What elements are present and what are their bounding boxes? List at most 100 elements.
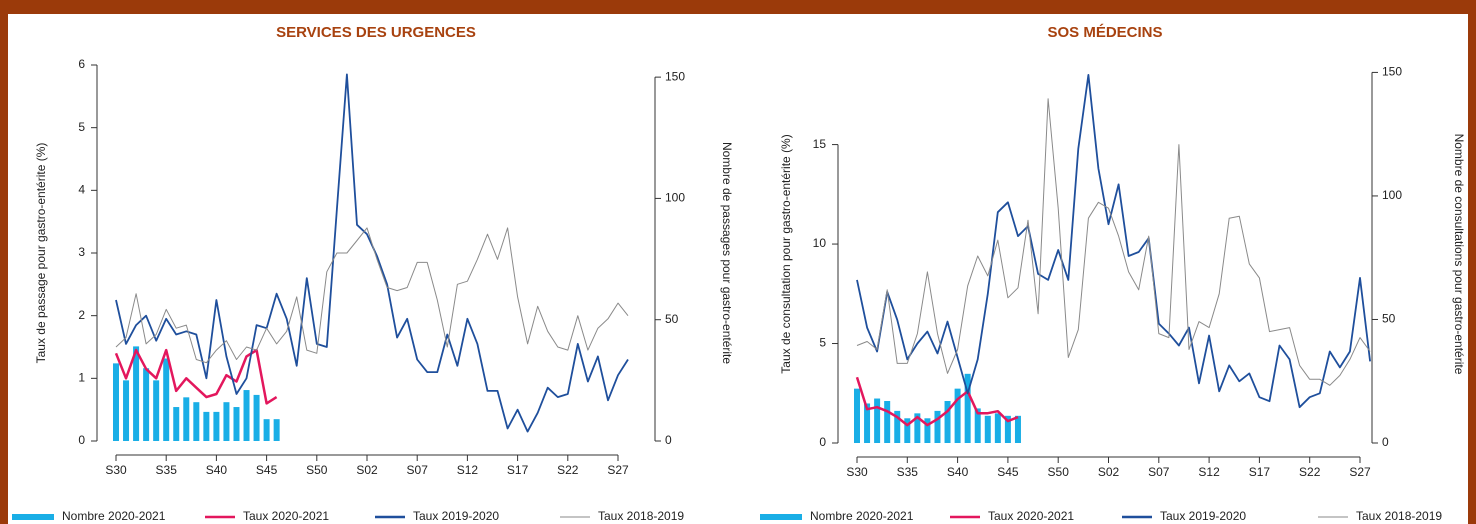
x-tick-label: S22 — [1299, 465, 1321, 479]
bar — [854, 388, 860, 443]
x-tick-label: S12 — [1198, 465, 1220, 479]
x-tick-label: S17 — [507, 463, 529, 477]
y-tick-label: 2 — [78, 308, 85, 322]
bar — [113, 363, 119, 441]
bar — [994, 413, 1001, 443]
bar — [183, 397, 190, 441]
frame-left — [0, 0, 8, 524]
bar — [203, 411, 210, 441]
panel-title: SOS MÉDECINS — [1047, 24, 1162, 41]
line-series — [115, 73, 629, 433]
y-tick-label: 1 — [78, 371, 85, 385]
legend-label: Taux 2019-2020 — [413, 509, 499, 523]
frame-right — [1468, 0, 1476, 524]
bar — [173, 407, 180, 441]
bar — [133, 346, 140, 441]
x-tick-label: S30 — [846, 465, 868, 479]
legend-swatch — [12, 514, 54, 520]
legend-label: Taux 2018-2019 — [1356, 509, 1442, 523]
y-axis-label: Taux de consultation pour gastro-entérit… — [779, 134, 793, 373]
legend-label: Nombre 2020-2021 — [62, 509, 166, 523]
bar — [223, 402, 230, 441]
bar — [894, 410, 901, 443]
x-tick-label: S50 — [306, 463, 328, 477]
y-tick-label: 10 — [813, 236, 827, 250]
bar — [263, 419, 270, 441]
y2-tick-label: 150 — [665, 69, 685, 83]
x-tick-label: S40 — [206, 463, 228, 477]
bar — [233, 407, 240, 441]
line-series — [114, 348, 278, 405]
x-tick-label: S22 — [557, 463, 579, 477]
x-tick-label: S12 — [457, 463, 479, 477]
line-series — [856, 74, 1371, 409]
legend-label: Nombre 2020-2021 — [810, 509, 914, 523]
x-tick-label: S35 — [897, 465, 919, 479]
bar — [864, 403, 871, 443]
bar — [964, 373, 971, 443]
y-tick-label: 5 — [819, 336, 826, 350]
bar — [253, 394, 260, 441]
line-series — [856, 98, 1371, 386]
y-tick-label: 0 — [78, 433, 85, 447]
bar — [984, 415, 991, 443]
bar — [934, 410, 941, 443]
y-tick-label: 15 — [813, 137, 827, 151]
header-bar — [0, 0, 1476, 14]
y-tick-label: 0 — [819, 435, 826, 449]
legend-label: Taux 2019-2020 — [1160, 509, 1246, 523]
x-tick-label: S07 — [1148, 465, 1170, 479]
y-tick-label: 4 — [78, 183, 85, 197]
x-tick-label: S50 — [1048, 465, 1070, 479]
y2-tick-label: 0 — [1382, 435, 1389, 449]
x-tick-label: S45 — [256, 463, 278, 477]
bar — [954, 388, 961, 443]
x-tick-label: S07 — [407, 463, 429, 477]
y2-axis-label: Nombre de passages pour gastro-entérite — [720, 142, 734, 364]
legend-label: Taux 2020-2021 — [243, 509, 329, 523]
y-tick-label: 5 — [78, 120, 85, 134]
y-tick-label: 6 — [78, 57, 85, 71]
bar — [143, 368, 150, 441]
bar — [884, 401, 891, 443]
y2-tick-label: 50 — [665, 312, 679, 326]
x-tick-label: S45 — [997, 465, 1019, 479]
bar — [974, 408, 981, 443]
bar — [163, 358, 170, 441]
y2-tick-label: 100 — [1382, 188, 1402, 202]
x-tick-label: S27 — [607, 463, 629, 477]
y-axis-label: Taux de passage pour gastro-entérite (%) — [34, 143, 48, 364]
x-tick-label: S35 — [156, 463, 178, 477]
y2-tick-label: 100 — [665, 191, 685, 205]
bar — [153, 380, 160, 441]
bar — [874, 398, 881, 443]
x-tick-label: S02 — [1098, 465, 1120, 479]
x-tick-label: S17 — [1249, 465, 1271, 479]
bar — [193, 402, 200, 441]
line-series — [115, 227, 629, 364]
legend-swatch — [760, 514, 802, 520]
x-tick-label: S40 — [947, 465, 969, 479]
bar — [1014, 415, 1021, 443]
y2-tick-label: 50 — [1382, 312, 1396, 326]
legend-label: Taux 2020-2021 — [988, 509, 1074, 523]
legend-label: Taux 2018-2019 — [598, 509, 684, 523]
bar — [944, 401, 951, 443]
bar — [123, 380, 130, 441]
line-series — [855, 376, 1019, 427]
bar — [273, 419, 280, 441]
y2-tick-label: 0 — [665, 433, 672, 447]
bar — [243, 390, 250, 441]
x-tick-label: S30 — [105, 463, 127, 477]
bar — [213, 411, 220, 441]
bar — [914, 413, 921, 443]
y-tick-label: 3 — [78, 245, 85, 259]
bar — [904, 418, 911, 443]
bar — [924, 418, 931, 443]
y2-axis-label: Nombre de consultations pour gastro-enté… — [1452, 134, 1466, 375]
bar — [1004, 415, 1011, 443]
y2-tick-label: 150 — [1382, 65, 1402, 79]
panel-title: SERVICES DES URGENCES — [276, 24, 476, 41]
x-tick-label: S27 — [1349, 465, 1371, 479]
